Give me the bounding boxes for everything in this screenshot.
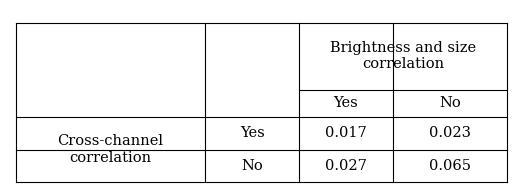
Text: 0.017: 0.017 bbox=[325, 127, 367, 140]
Text: Yes: Yes bbox=[240, 127, 265, 140]
Text: 0.023: 0.023 bbox=[429, 127, 471, 140]
Text: Cross-channel
correlation: Cross-channel correlation bbox=[58, 134, 163, 164]
Text: 0.065: 0.065 bbox=[429, 159, 471, 173]
Text: Yes: Yes bbox=[333, 96, 358, 110]
Text: No: No bbox=[241, 159, 263, 173]
Text: 0.027: 0.027 bbox=[325, 159, 367, 173]
Text: No: No bbox=[439, 96, 461, 110]
Text: Brightness and size
correlation: Brightness and size correlation bbox=[330, 41, 476, 71]
